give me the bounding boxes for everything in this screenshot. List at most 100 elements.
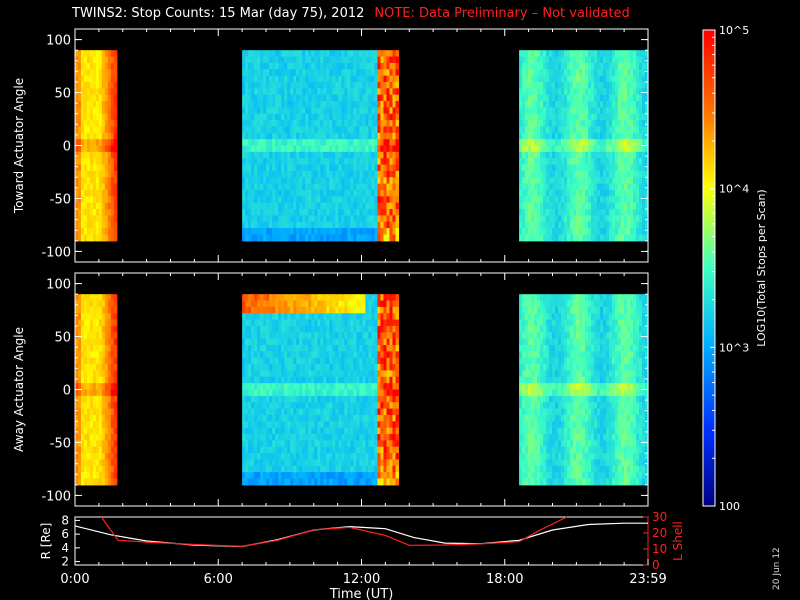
heat-cell [317, 319, 321, 327]
heat-cell [371, 215, 376, 223]
heat-cell [359, 313, 364, 321]
heat-cell [573, 209, 577, 216]
heat-cell [338, 177, 342, 185]
heat-cell [594, 221, 598, 229]
heat-cell [576, 228, 580, 236]
heat-cell [257, 453, 261, 460]
heat-cell [558, 189, 562, 197]
heat-cell [332, 357, 336, 365]
heat-cell [374, 139, 379, 147]
heat-cell [576, 189, 580, 197]
heat-cell [275, 408, 279, 416]
heat-cell [624, 56, 628, 64]
heat-cell [296, 465, 300, 473]
heat-cell [77, 325, 82, 333]
heat-cell [113, 446, 118, 454]
heat-cell [341, 62, 345, 70]
heat-cell [104, 158, 109, 166]
heat-cell [377, 183, 382, 191]
heat-cell [107, 107, 112, 115]
heat-cell [338, 421, 342, 429]
heat-cell [344, 215, 348, 223]
heat-cell [522, 120, 526, 128]
heat-cell [290, 228, 294, 236]
heat-cell [113, 234, 118, 242]
heat-cell [272, 101, 276, 108]
heat-cell [546, 145, 550, 153]
heat-cell [359, 332, 364, 340]
heat-cell [113, 383, 118, 391]
heat-cell [335, 88, 339, 96]
heat-cell [344, 325, 348, 333]
heat-cell [555, 215, 559, 223]
heat-cell [89, 325, 94, 333]
heat-cell [335, 357, 339, 365]
heat-cell [272, 202, 276, 210]
heat-cell [386, 177, 391, 185]
heat-cell [314, 94, 318, 102]
heat-cell [549, 228, 553, 236]
heat-cell [281, 357, 285, 365]
heat-cell [389, 145, 394, 153]
heat-cell [395, 177, 400, 185]
heat-cell [302, 402, 306, 410]
heat-cell [329, 427, 333, 435]
heat-cell [567, 215, 571, 223]
heat-cell [75, 402, 79, 410]
heat-cell [359, 325, 364, 333]
heat-cell [281, 177, 285, 185]
heat-cell [110, 389, 115, 397]
heat-cell [260, 408, 264, 416]
heat-cell [386, 101, 391, 108]
heat-cell [630, 50, 634, 58]
heat-cell [80, 389, 85, 397]
heat-cell [630, 94, 634, 102]
heat-cell [104, 107, 109, 115]
heat-cell [92, 338, 97, 346]
heat-cell [344, 126, 348, 134]
heat-cell [555, 158, 559, 166]
heat-cell [83, 62, 88, 70]
heat-cell [522, 183, 526, 191]
heat-cell [353, 294, 358, 302]
heat-cell [302, 478, 306, 486]
heat-cell [347, 414, 351, 422]
heat-cell [107, 433, 112, 441]
heat-cell [386, 56, 391, 64]
heat-cell [293, 75, 297, 83]
heat-cell [308, 440, 312, 448]
heat-cell [624, 69, 628, 77]
heat-cell [75, 472, 79, 480]
heat-cell [621, 145, 625, 153]
heat-cell [92, 101, 97, 108]
heat-cell [245, 62, 249, 70]
heat-cell [101, 81, 106, 89]
heat-cell [302, 56, 306, 64]
heat-cell [543, 139, 547, 147]
heat-cell [332, 196, 336, 204]
heat-cell [107, 113, 112, 121]
heat-cell [549, 202, 553, 210]
heat-cell [89, 81, 94, 89]
heat-cell [356, 427, 361, 435]
heat-cell [540, 81, 544, 89]
heat-cell [248, 351, 252, 359]
heat-cell [630, 107, 634, 115]
heat-cell [104, 370, 109, 378]
heat-cell [633, 69, 637, 77]
heat-cell [314, 294, 318, 302]
heat-cell [618, 196, 622, 204]
heat-cell [377, 69, 382, 77]
heat-cell [263, 345, 267, 352]
heat-cell [392, 139, 397, 147]
heat-cell [104, 325, 109, 333]
heat-cell [302, 196, 306, 204]
heat-cell [75, 151, 79, 159]
heat-cell [314, 189, 318, 197]
heat-cell [278, 132, 282, 140]
heat-cell [606, 170, 610, 178]
heat-cell [248, 459, 252, 467]
heat-cell [272, 370, 276, 378]
heat-cell [299, 209, 303, 216]
heat-cell [101, 75, 106, 83]
